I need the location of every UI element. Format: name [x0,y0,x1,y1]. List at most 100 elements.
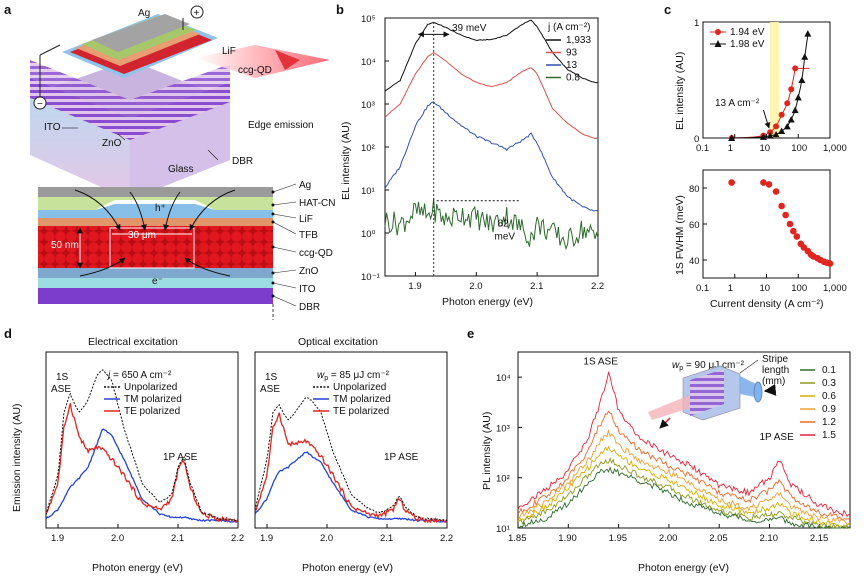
b-ytick-5: 10⁴ [361,57,376,68]
b-annot-39meV: 39 meV [452,23,487,34]
label-ito: ITO [44,122,61,133]
stack-label-6: ITO [299,284,316,295]
d-right-legend-1: TM polarized [333,394,391,405]
c-bot-xtick-2: 10 [760,283,771,294]
b-xtick-3: 2.2 [591,281,604,292]
d-left-series-2 [45,403,239,523]
d-left-peak2: 1P ASE [163,452,198,463]
c-top-xtick-4: 1,000 [823,143,847,154]
c-top-point [798,76,806,83]
d-right-xtick-1: 2.0 [320,533,333,544]
e-peak2: 1P ASE [759,432,794,443]
c-bot-point [786,220,794,228]
stripe-inset [648,359,777,429]
stack-label-1: HAT-CN [299,198,335,209]
b-ytick-4: 10³ [361,100,375,111]
stack-label-0: Ag [299,180,311,191]
e-series-3 [517,428,851,526]
label-dbr: DBR [232,156,253,167]
plus-terminal [190,5,204,19]
xsec-tfb [38,218,273,226]
c-bot-point [782,211,789,219]
panel-e-label: e [467,326,474,341]
c-bot-point [778,202,785,210]
panel-d-right-title: Optical excitation [298,336,378,348]
e-series-4 [517,410,851,521]
c-top-point [759,133,767,140]
c-top-point [766,132,774,139]
emission-beam [195,45,330,78]
c-top-point [728,134,736,141]
e-ytick-1: 10² [496,474,510,485]
b-xtick-0: 1.9 [408,281,421,292]
d-right-peak1b: ASE [260,384,280,395]
c-top-point [792,65,799,72]
b-ytick-6: 10⁵ [361,14,376,25]
panel-b: b 1.9 2.0 2.1 2.2 10⁻¹ 10⁰ 10¹ 10² 10³ 10⁴ 10⁵ 39 m… [336,2,604,308]
ag-electrode [92,14,190,52]
e-xtick-3: 2.00 [659,533,678,544]
e-stripe-label-0: Stripe [762,354,789,365]
panel-d-right-axes [254,351,448,529]
e-xtick-5: 2.10 [760,533,779,544]
b-ytick-0: 10⁻¹ [361,272,380,283]
c-top-point [801,53,809,60]
e-xtick-4: 2.05 [709,533,728,544]
d-left-series-1 [45,428,239,523]
c-bot-xtick-1: 1 [728,283,733,294]
c-top-xtick-2: 10 [760,143,771,154]
c-bot-ytick-1: 60 [689,220,700,231]
xsec-lif [38,204,273,218]
b-ytick-3: 10² [361,143,375,154]
d-right-peak1: 1S [265,372,278,383]
e-series-0 [517,466,851,530]
dim-50nm: 50 nm [51,240,79,251]
c-top-point [794,93,802,101]
e-stripe-label-2: (mm) [762,376,785,387]
label-lif: LiF [222,46,236,57]
d-left-xtick-3: 2.2 [231,533,244,544]
d-left-peak1b: ASE [51,384,71,395]
d-right-legend-0: Unpolarized [333,382,386,393]
panel-d-left-axes [45,351,239,529]
b-xtick-1: 2.0 [469,281,482,292]
d-right-series-1 [254,451,448,523]
c-top-point [804,30,812,37]
d-right-legend-2: TE polarized [333,406,389,417]
e-peak1: 1S ASE [583,357,618,368]
c-top-point [791,106,799,114]
d-left-xtick-0: 1.9 [51,533,64,544]
plus-sign: + [194,8,200,19]
c-top-point [788,86,795,93]
d-left-legend-0: Unpolarized [124,382,177,393]
e-legend-5: 1.5 [822,430,836,441]
b-ytick-2: 10¹ [361,186,375,197]
device-3d: + − Ag LiF ccg-QD ITO ZnO Glass DBR Edge… [30,5,330,200]
emission-arrow [275,50,300,70]
c-top-point [778,111,785,118]
e-xtick-2: 1.95 [609,533,628,544]
c-top-ytick-1: 1 [694,18,699,29]
d-left-peak1: 1S [56,372,69,383]
e-xtick-0: 1.85 [508,533,527,544]
label-glass: Glass [168,164,194,175]
d-left-xtick-1: 2.0 [111,533,124,544]
b-legend-2: 13 [566,60,578,71]
c-annot: 13 A cm⁻² [715,98,760,109]
c-legend-1: 1.98 eV [730,39,765,50]
c-bot-xtick-4: 1,000 [823,283,847,294]
b-xtick-2: 2.1 [530,281,543,292]
minus-terminal [33,96,47,110]
e-series-5 [517,370,851,518]
xsec-zno [38,268,273,278]
xsec-dbr [38,288,273,304]
c-bot-point [765,181,773,188]
stack-label-4: ccg-QD [299,248,333,259]
stack-label-5: ZnO [299,266,319,277]
panel-d-right-xlabel: Photon energy (eV) [302,562,393,574]
e-ytick-0: 10¹ [496,524,510,535]
d-right-series-2 [254,412,448,524]
panel-c-bottom-ylabel: 1S FWHM (meV) [674,195,686,275]
b-ytick-1: 10⁰ [361,229,376,240]
